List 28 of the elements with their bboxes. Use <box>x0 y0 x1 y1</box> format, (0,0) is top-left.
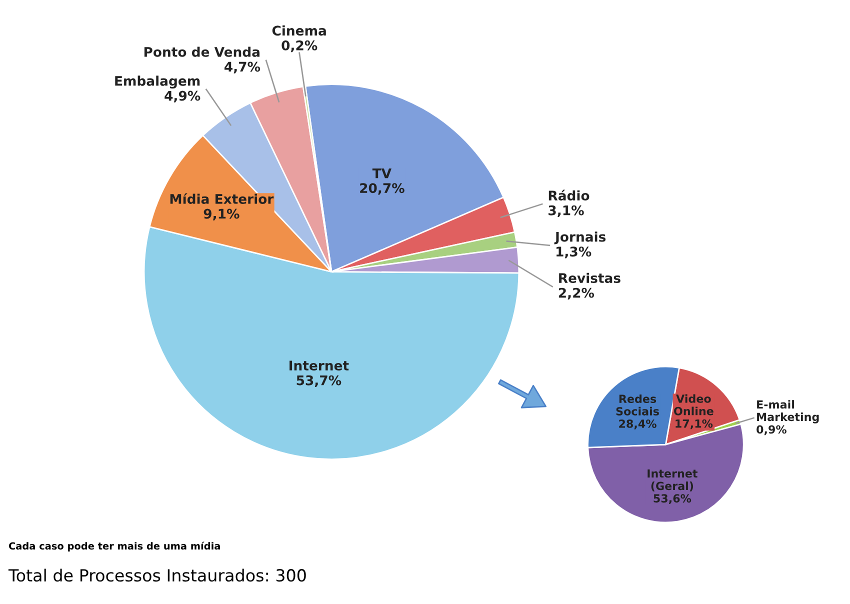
slice-label: Rádio <box>548 190 590 201</box>
data-label: 20,7% <box>360 183 404 195</box>
slice-label: Cinema <box>272 25 326 36</box>
slice-label: Mídia Exterior <box>170 193 274 204</box>
slice-label: TV <box>372 168 392 178</box>
data-label: 3,1% <box>548 205 584 218</box>
slice-label: Internet <box>290 360 349 371</box>
data-label: 1,3% <box>556 246 592 258</box>
slice-label: Redes Sociais <box>616 394 659 416</box>
data-label: 9,1% <box>204 208 240 220</box>
slice-label: Embalagem <box>115 76 200 89</box>
slice-label: Video Online <box>674 394 714 416</box>
text: Cada caso pode ter mais de uma mídia <box>8 542 220 552</box>
text: Total de Processos Instaurados: 300 <box>8 568 306 582</box>
slice-label: Revistas <box>559 272 620 284</box>
data-label: 0,2% <box>282 40 318 52</box>
data-label: 4,7% <box>224 62 260 74</box>
slice-label: Ponto de Venda <box>144 46 260 57</box>
data-label: 53,7% <box>296 375 342 387</box>
slice-label: Internet (Geral) <box>648 469 698 492</box>
slice-label: Jornais <box>554 232 606 244</box>
data-label: 0,9% <box>756 425 786 436</box>
data-label: 4,9% <box>164 90 200 102</box>
data-label: 28,4% <box>619 420 656 430</box>
data-label: 17,1% <box>676 419 713 430</box>
data-label: 53,6% <box>654 494 692 504</box>
data-label: 2,2% <box>558 288 594 300</box>
slice-label: E-mail Marketing <box>757 400 819 424</box>
